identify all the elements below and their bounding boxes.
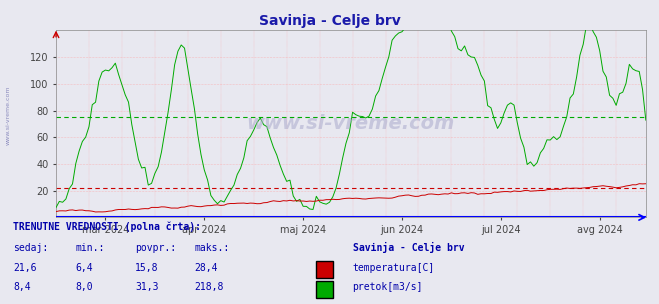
- Text: sedaj:: sedaj:: [13, 243, 48, 253]
- Text: maks.:: maks.:: [194, 243, 229, 253]
- Text: 21,6: 21,6: [13, 263, 37, 273]
- Text: 8,0: 8,0: [76, 282, 94, 292]
- Text: 28,4: 28,4: [194, 263, 218, 273]
- Text: Savinja - Celje brv: Savinja - Celje brv: [353, 242, 464, 253]
- Text: TRENUTNE VREDNOSTI (polna črta):: TRENUTNE VREDNOSTI (polna črta):: [13, 221, 201, 232]
- Text: 8,4: 8,4: [13, 282, 31, 292]
- Text: www.si-vreme.com: www.si-vreme.com: [5, 86, 11, 145]
- Text: 31,3: 31,3: [135, 282, 159, 292]
- Text: Savinja - Celje brv: Savinja - Celje brv: [258, 14, 401, 28]
- Text: 6,4: 6,4: [76, 263, 94, 273]
- Text: povpr.:: povpr.:: [135, 243, 176, 253]
- Text: temperatura[C]: temperatura[C]: [353, 263, 435, 273]
- Text: min.:: min.:: [76, 243, 105, 253]
- Text: pretok[m3/s]: pretok[m3/s]: [353, 282, 423, 292]
- Text: 218,8: 218,8: [194, 282, 224, 292]
- Text: www.si-vreme.com: www.si-vreme.com: [246, 114, 455, 133]
- Text: 15,8: 15,8: [135, 263, 159, 273]
